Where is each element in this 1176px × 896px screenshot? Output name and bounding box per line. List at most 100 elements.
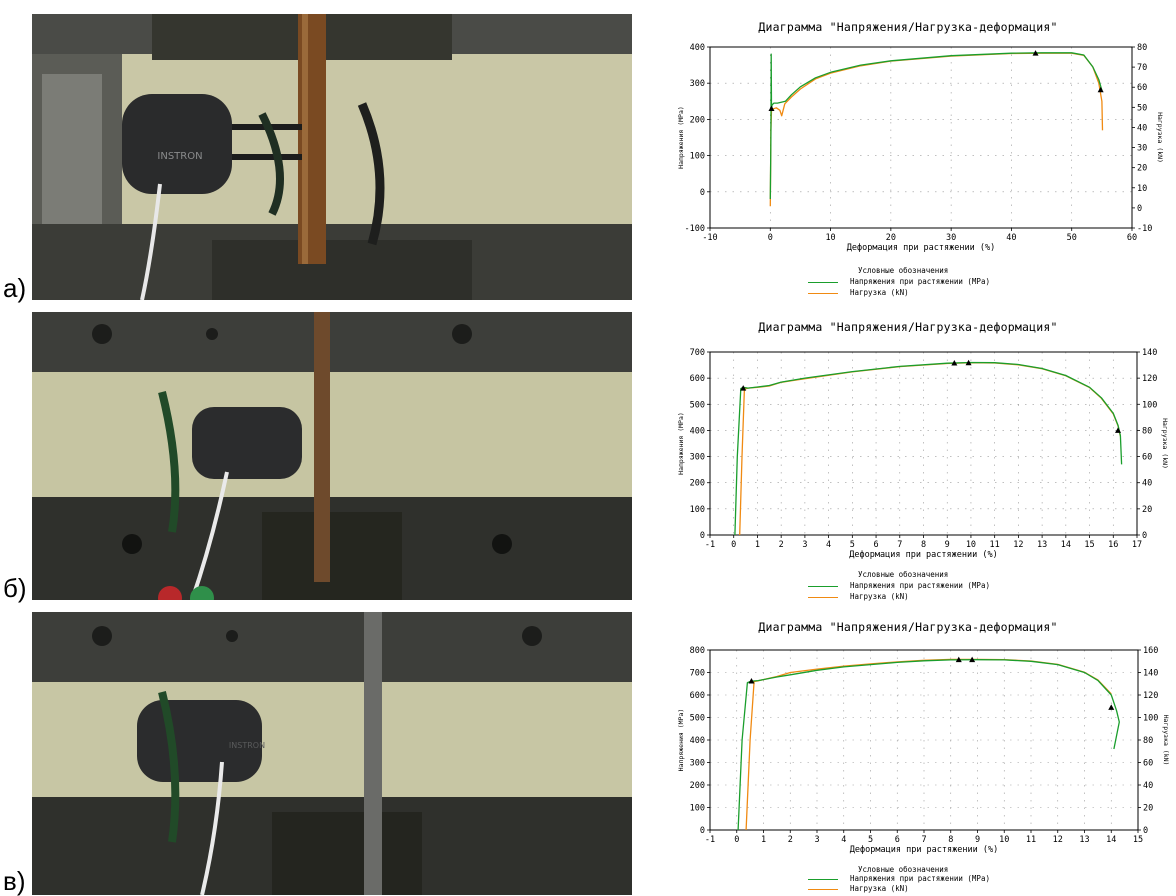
x-tick-label: 12: [1053, 835, 1063, 845]
x-tick-label: 11: [1026, 835, 1036, 845]
y-tick-label: -100: [685, 224, 705, 234]
x-tick-label: 0: [731, 540, 736, 550]
x-tick-label: 9: [975, 835, 980, 845]
y-tick-label: 0: [700, 188, 705, 198]
chart-b: Диаграмма "Напряжения/Нагрузка-деформаци…: [640, 308, 1176, 601]
x-tick-label: 7: [921, 835, 926, 845]
y2-tick-label: 160: [1143, 646, 1158, 656]
legend-item-load: Нагрузка (kN): [850, 288, 909, 297]
x-tick-label: 15: [1133, 835, 1143, 845]
legend-item-stress: Напряжения при растяжении (MPa): [850, 277, 990, 286]
y2-tick-label: 0: [1137, 204, 1142, 214]
x-tick-label: 4: [826, 540, 831, 550]
y-tick-label: 800: [690, 646, 705, 656]
chart-title: Диаграмма "Напряжения/Нагрузка-деформаци…: [758, 320, 1058, 334]
y-tick-label: 300: [690, 79, 705, 89]
x-tick-label: 10: [999, 835, 1009, 845]
x-tick-label: 1: [755, 540, 760, 550]
marker-point: [768, 105, 775, 112]
x-tick-label: 2: [779, 540, 784, 550]
y-tick-label: 400: [690, 736, 705, 746]
y2-axis-label: Нагрузка (kN): [1162, 715, 1170, 766]
chart-c-plot: -1 0 1 2 3 4 5 6 7 8 9 10 11 12 13 14 150100200300400500…: [677, 646, 1170, 855]
chart-title: Диаграмма "Напряжения/Нагрузка-деформаци…: [758, 620, 1058, 634]
y-tick-label: 400: [690, 426, 705, 436]
marker-point: [740, 385, 747, 391]
x-tick-label: 9: [945, 540, 950, 550]
y2-tick-label: 140: [1143, 669, 1158, 679]
x-tick-label: 2: [788, 835, 793, 845]
y-tick-label: 0: [700, 826, 705, 836]
y2-tick-label: 120: [1142, 374, 1157, 384]
row-label-a: а): [3, 273, 27, 303]
y2-tick-label: 20: [1137, 164, 1147, 174]
y-tick-label: 600: [690, 374, 705, 384]
chart-c: Диаграмма "Напряжения/Нагрузка-деформаци…: [640, 608, 1176, 895]
legend-title: Условные обозначения: [858, 570, 949, 579]
x-tick-label: 0: [768, 233, 773, 243]
x-tick-label: 20: [886, 233, 896, 243]
marker-point: [1097, 86, 1104, 93]
photo-b: [32, 312, 632, 600]
y-tick-label: 200: [690, 115, 705, 125]
series-line-stress: [769, 52, 1103, 200]
legend-swatch-load: [808, 293, 838, 294]
y-tick-label: 400: [690, 43, 705, 53]
x-tick-label: -1: [705, 540, 715, 550]
y2-tick-label: 80: [1143, 736, 1153, 746]
instron-logo-c: INSTRON: [229, 741, 265, 750]
y2-tick-label: 50: [1137, 103, 1147, 113]
row-label-b: б): [3, 573, 27, 603]
marker-point: [965, 359, 972, 366]
x-tick-label: -10: [702, 233, 717, 243]
y-tick-label: 0: [700, 531, 705, 541]
y2-tick-label: 120: [1143, 691, 1158, 701]
y2-tick-label: 80: [1142, 426, 1152, 436]
legend-swatch-stress: [808, 879, 838, 880]
photo-a: INSTRON: [32, 14, 632, 300]
y2-tick-label: -10: [1137, 224, 1152, 234]
series-line-stress: [734, 361, 1123, 535]
legend-item-stress: Напряжения при растяжении (MPa): [850, 581, 990, 590]
legend-swatch-stress: [808, 282, 838, 283]
marker-point: [955, 656, 962, 663]
y2-tick-label: 140: [1142, 348, 1157, 358]
legend-item-load: Нагрузка (kN): [850, 884, 909, 893]
marker-point: [951, 359, 958, 366]
photo-a-scene: INSTRON: [32, 14, 632, 300]
row-label-c: в): [3, 866, 26, 896]
chart-legend: Условные обозначения Напряжения при раст…: [640, 266, 1176, 300]
y2-tick-label: 20: [1142, 505, 1152, 515]
x-tick-label: 8: [921, 540, 926, 550]
x-tick-label: 3: [802, 540, 807, 550]
y2-tick-label: 60: [1143, 759, 1153, 769]
x-axis-label: Деформация при растяжении (%): [850, 845, 998, 855]
y2-tick-label: 30: [1137, 144, 1147, 154]
chart-a: Диаграмма "Напряжения/Нагрузка-деформаци…: [640, 0, 1176, 300]
x-tick-label: 17: [1132, 540, 1142, 550]
x-tick-label: 3: [814, 835, 819, 845]
legend-item-stress: Напряжения при растяжении (MPa): [850, 874, 990, 883]
x-tick-label: 14: [1061, 540, 1071, 550]
y-tick-label: 200: [690, 781, 705, 791]
x-tick-label: 8: [948, 835, 953, 845]
x-tick-label: 13: [1037, 540, 1047, 550]
x-tick-label: 5: [850, 540, 855, 550]
instron-logo: INSTRON: [157, 151, 202, 162]
marker-point: [1032, 50, 1039, 56]
x-tick-label: 11: [990, 540, 1000, 550]
x-tick-label: 60: [1127, 233, 1137, 243]
x-tick-label: 10: [825, 233, 835, 243]
series-line-stress: [737, 659, 1120, 830]
x-tick-label: 5: [868, 835, 873, 845]
x-tick-label: 14: [1106, 835, 1116, 845]
x-tick-label: 50: [1067, 233, 1077, 243]
legend-swatch-load: [808, 597, 838, 598]
marker-point: [748, 678, 755, 684]
x-tick-label: 10: [966, 540, 976, 550]
x-tick-label: 13: [1079, 835, 1089, 845]
legend-item-load: Нагрузка (kN): [850, 592, 909, 601]
y-tick-label: 500: [690, 714, 705, 724]
y2-tick-label: 100: [1142, 400, 1157, 410]
legend-title: Условные обозначения: [858, 865, 949, 874]
